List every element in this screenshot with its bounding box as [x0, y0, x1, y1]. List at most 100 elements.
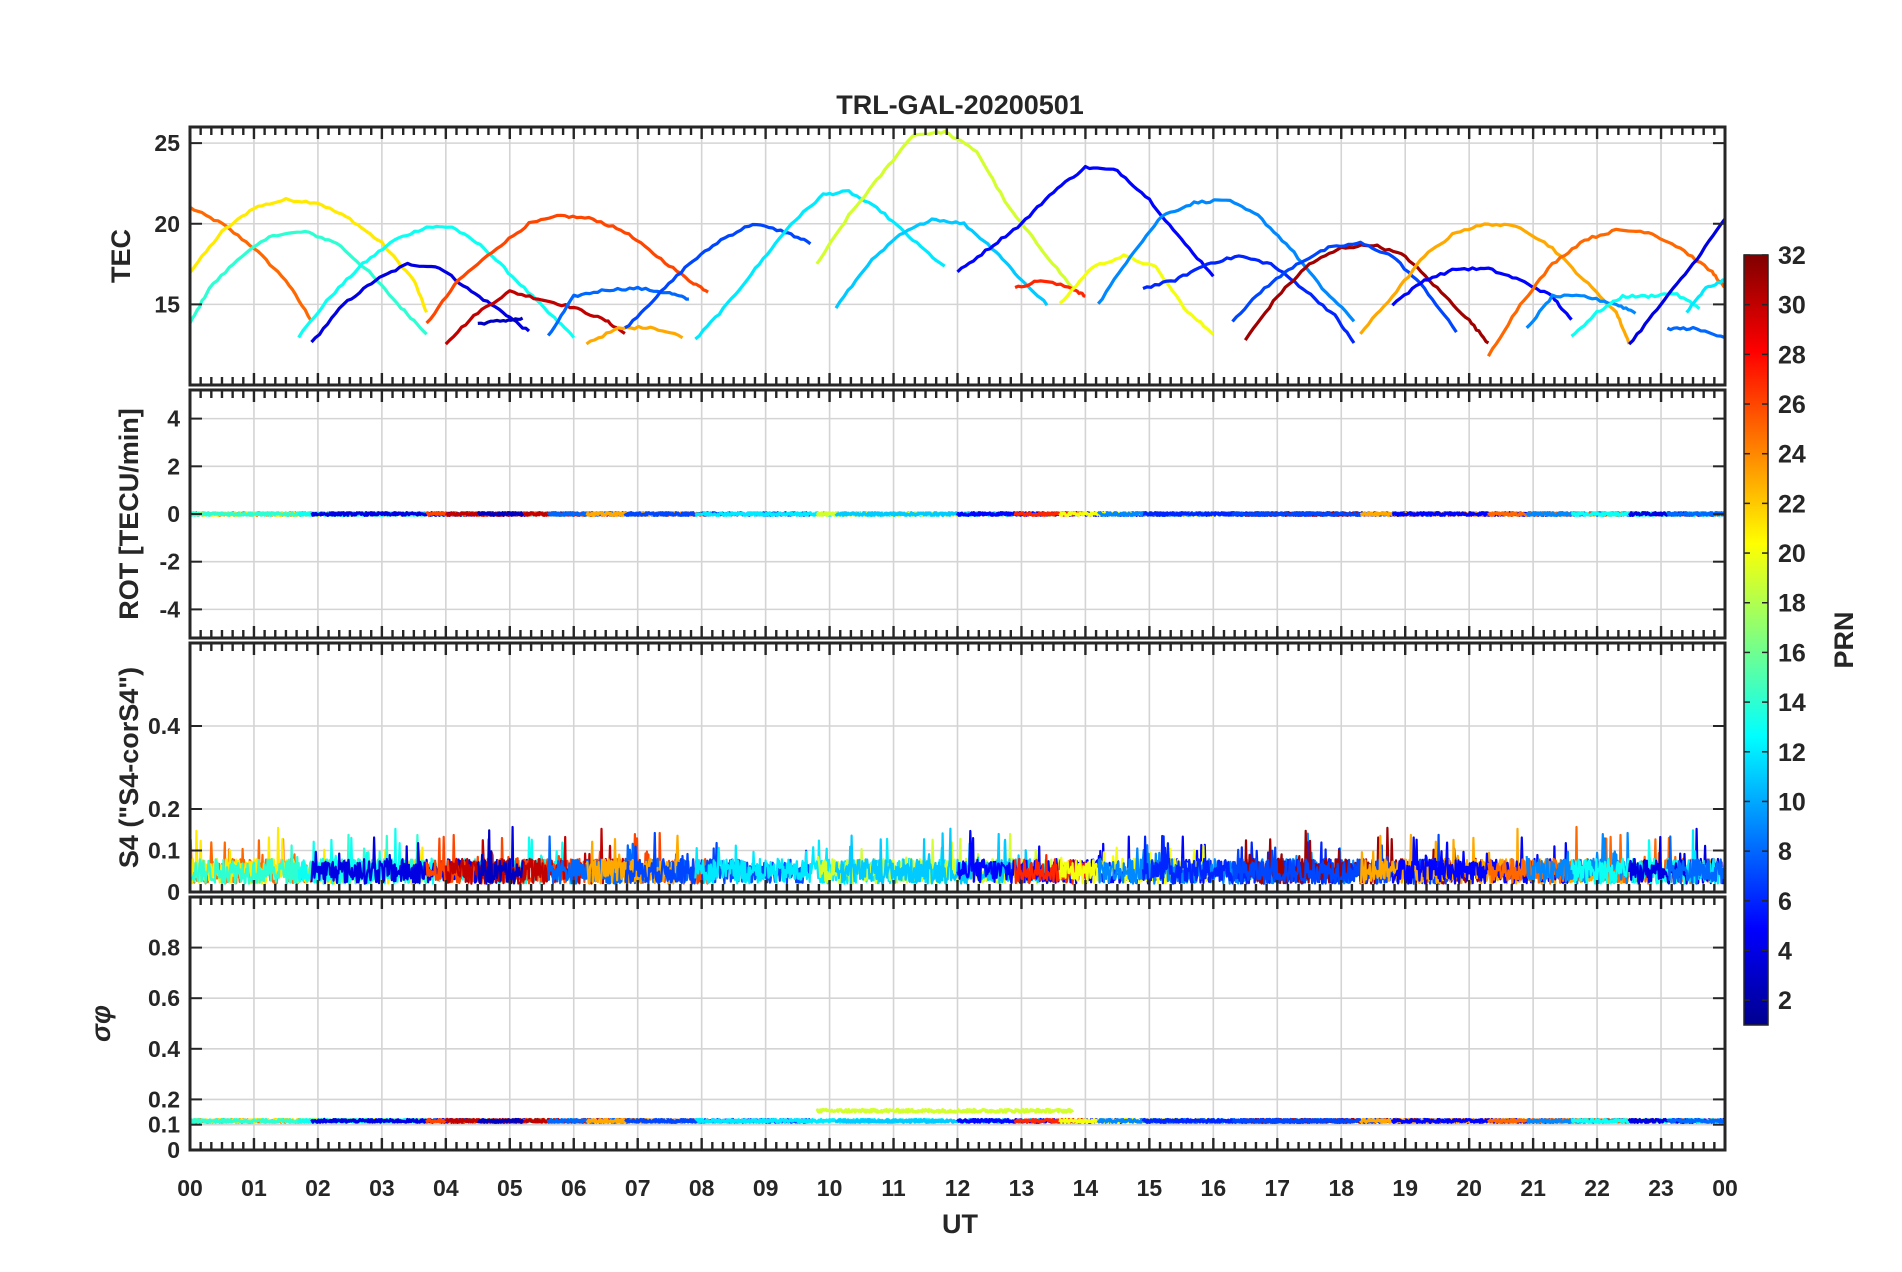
- s4-line-prn3: [476, 829, 524, 885]
- tec-line-prn12: [1685, 278, 1725, 314]
- tec-line-prn12: [694, 189, 946, 341]
- s4-axis-label: S4 ("S4-corS4"): [114, 667, 144, 868]
- tec-ytick-label: 25: [154, 130, 180, 156]
- s4-line-prn14: [188, 833, 428, 885]
- s4-line-prn23: [585, 834, 684, 885]
- colorbar-tick-label: 10: [1778, 788, 1806, 816]
- x-tick-label: 17: [1264, 1175, 1290, 1201]
- sigphi-ytick-label: 0.4: [148, 1036, 180, 1062]
- colorbar-tick-label: 14: [1778, 689, 1806, 717]
- x-tick-label: 22: [1584, 1175, 1610, 1201]
- rot-ytick-label: -4: [160, 596, 181, 622]
- tec-line-prn8: [1666, 325, 1726, 340]
- x-tick-label: 09: [753, 1175, 779, 1201]
- tec-line-prn26: [425, 213, 709, 325]
- tec-line-prn19: [815, 129, 1074, 289]
- x-tick-label: 02: [305, 1175, 331, 1201]
- colorbar-tick-label: 16: [1778, 639, 1806, 667]
- x-tick-label: 07: [625, 1175, 651, 1201]
- sigphi-ytick-label: 0.6: [148, 985, 180, 1011]
- tec-line-prn23: [585, 324, 684, 346]
- colorbar-tick-label: 8: [1778, 838, 1792, 866]
- tec-line-prn4: [310, 261, 531, 344]
- rot-ytick-label: 4: [167, 406, 180, 432]
- colorbar-tick-label: 28: [1778, 341, 1806, 369]
- rot-line-prn3: [476, 511, 524, 517]
- s4-ytick-label: 0.2: [148, 796, 180, 822]
- x-tick-label: 13: [1009, 1175, 1035, 1201]
- tec-ticks: [188, 127, 1727, 385]
- rot-ytick-label: -2: [160, 549, 180, 575]
- x-tick-label: 21: [1520, 1175, 1546, 1201]
- sigphi-line-prn3: [476, 1117, 524, 1124]
- x-tick-label: 15: [1137, 1175, 1163, 1201]
- tec-line-prn11: [834, 217, 1049, 309]
- x-tick-label: 05: [497, 1175, 523, 1201]
- colorbar-tick-label: 12: [1778, 739, 1806, 767]
- colorbar-tick-label: 4: [1778, 937, 1792, 965]
- sigphi-axis-label: σφ: [86, 1005, 116, 1042]
- s4-line-prn8: [1666, 835, 1727, 885]
- s4-line-prn5: [1391, 836, 1572, 885]
- x-axis-label: UT: [942, 1209, 978, 1239]
- tec-axis-label: TEC: [106, 229, 136, 283]
- x-tick-label: 10: [817, 1175, 843, 1201]
- tec-line-prn21: [188, 196, 429, 314]
- sigphi-ytick-label: 0.2: [148, 1086, 180, 1112]
- x-tick-label: 00: [177, 1175, 203, 1201]
- rot-ytick-label: 0: [167, 501, 180, 527]
- sigphi-series: [188, 1107, 1727, 1124]
- colorbar-gradient: [1743, 254, 1769, 1026]
- x-tick-label: 03: [369, 1175, 395, 1201]
- colorbar-tick-label: 20: [1778, 540, 1806, 568]
- x-tick-label: 04: [433, 1175, 459, 1201]
- tec-line-prn20: [1058, 253, 1215, 336]
- tec-line-prn13: [1570, 292, 1701, 338]
- tec-line-prn5: [956, 164, 1215, 278]
- tec-line-prn8: [546, 285, 690, 337]
- x-tick-label: 14: [1073, 1175, 1099, 1201]
- tec-ytick-label: 20: [154, 211, 180, 237]
- x-tick-label: 12: [945, 1175, 971, 1201]
- s4-line-prn8: [547, 835, 690, 885]
- rot-ticks: [188, 390, 1727, 638]
- tec-line-prn3: [477, 316, 524, 326]
- sigphi-ytick-label: 0.1: [148, 1112, 180, 1138]
- colorbar-tick-label: 32: [1778, 242, 1806, 270]
- tec-line-prn31: [1243, 243, 1490, 345]
- panel-s4: 0 0.1 0.2 0.4S4 ("S4-corS4"): [114, 641, 1727, 905]
- x-tick-label: 16: [1201, 1175, 1227, 1201]
- sigphi-ytick-label: 0.8: [148, 935, 180, 961]
- sigphi-ticks: [188, 897, 1727, 1151]
- colorbar-tick-label: 24: [1778, 441, 1806, 469]
- x-tick-label: 11: [881, 1175, 906, 1201]
- panel-tec: 15 20 25 TEC: [106, 125, 1727, 387]
- tec-line-prn6: [1142, 254, 1356, 344]
- colorbar-tick-label: 18: [1778, 590, 1806, 618]
- s4-series: [188, 825, 1727, 885]
- x-tick-label: 19: [1392, 1175, 1418, 1201]
- sigphi-ytick-label: 0: [167, 1137, 180, 1163]
- rot-series: [188, 511, 1727, 517]
- tec-line-prn9: [1525, 293, 1637, 329]
- x-tick-label: 00: [1712, 1175, 1738, 1201]
- tec-line-prn7: [1231, 240, 1458, 333]
- tec-line-prn9: [1097, 198, 1356, 323]
- sigphi-line-prn19: [815, 1107, 1074, 1114]
- colorbar-tick-label: 26: [1778, 391, 1806, 419]
- s4-ytick-label: 0.4: [148, 713, 180, 739]
- x-tick-label: 06: [561, 1175, 587, 1201]
- s4-line-prn11: [834, 827, 1049, 885]
- s4-ticks: [188, 643, 1727, 893]
- panel-rot: -4 -2 0 2 4 ROT [TECU/min]: [114, 388, 1727, 640]
- x-tick-label: 23: [1648, 1175, 1674, 1201]
- tec-line-prn30: [444, 289, 626, 346]
- colorbar-tick-label: 22: [1778, 490, 1806, 518]
- s4-ytick-label: 0.1: [148, 838, 180, 864]
- tec-ytick-label: 15: [154, 291, 180, 317]
- colorbar-tick-label: 30: [1778, 292, 1806, 320]
- tec-series: [188, 129, 1727, 357]
